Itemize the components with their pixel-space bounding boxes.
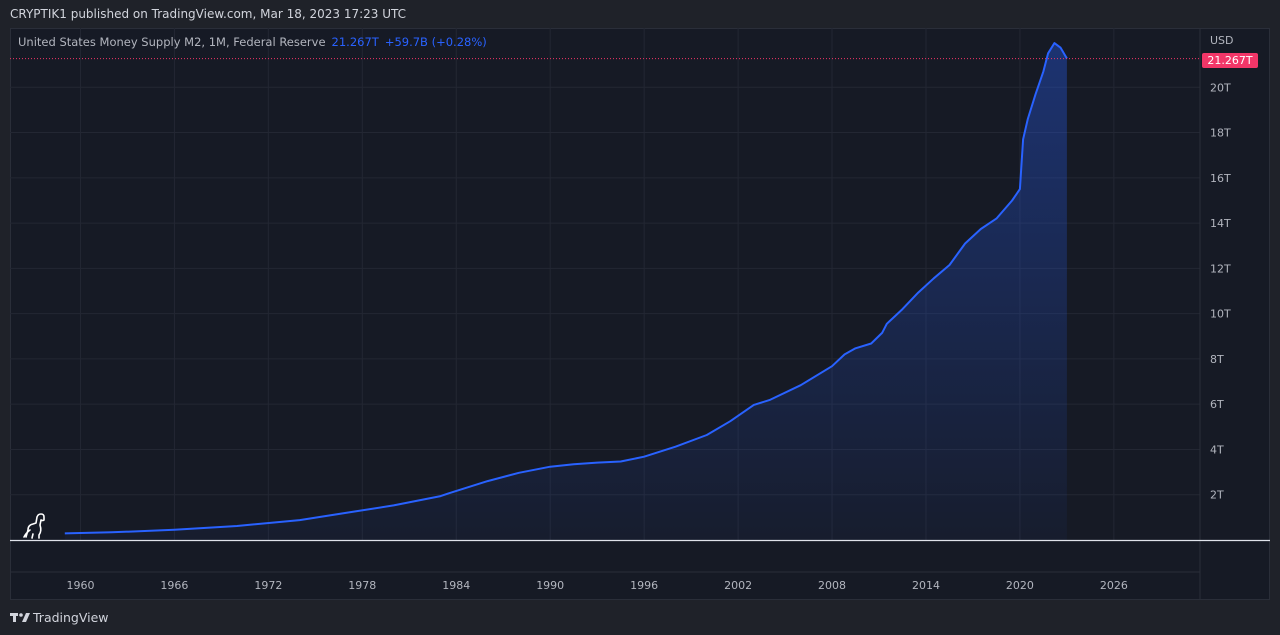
series-area-layer: [64, 42, 1068, 540]
y-tick-label: 12T: [1210, 262, 1231, 275]
series-area-fill: [64, 43, 1067, 540]
x-tick-label: 2014: [912, 579, 940, 592]
y-tick-label: 4T: [1210, 443, 1224, 456]
y-tick-label: 2T: [1210, 489, 1224, 502]
series-line: [64, 42, 1068, 535]
chart-legend: United States Money Supply M2, 1M, Feder…: [18, 35, 487, 49]
tick-labels: 1960 1966 1972 1978 1984 1990 1996 2002 2008 2014…: [66, 81, 1231, 592]
x-tick-label: 2020: [1006, 579, 1034, 592]
dino-mascot-icon: [23, 513, 45, 539]
x-tick-label: 1978: [348, 579, 376, 592]
grid-lines: [10, 28, 1200, 540]
y-tick-label: 10T: [1210, 308, 1231, 321]
x-tick-label: 1990: [536, 579, 564, 592]
last-price-badge: 21.267T: [1202, 53, 1258, 68]
x-tick-label: 1972: [254, 579, 282, 592]
y-tick-label: 8T: [1210, 353, 1224, 366]
axes: [10, 28, 1270, 600]
y-tick-label: 20T: [1210, 81, 1231, 94]
tradingview-logo-icon: [10, 613, 30, 622]
legend-symbol: United States Money Supply M2, 1M, Feder…: [18, 35, 326, 49]
x-tick-label: 1966: [160, 579, 188, 592]
y-tick-label: 14T: [1210, 217, 1231, 230]
legend-value: 21.267T: [331, 35, 379, 49]
x-tick-label: 1960: [66, 579, 94, 592]
x-tick-label: 2002: [724, 579, 752, 592]
x-tick-label: 1984: [442, 579, 470, 592]
x-tick-label: 2026: [1100, 579, 1128, 592]
publish-info-bar: CRYPTIK1 published on TradingView.com, M…: [0, 0, 1280, 28]
footer-brand: TradingView: [33, 610, 109, 625]
y-tick-label: 18T: [1210, 127, 1231, 140]
chart-area[interactable]: 1960 1966 1972 1978 1984 1990 1996 2002 2008 2014…: [10, 28, 1270, 600]
y-tick-label: 6T: [1210, 398, 1224, 411]
currency-label: USD: [1210, 34, 1234, 47]
legend-change: +59.7B (+0.28%): [384, 35, 487, 49]
y-tick-label: 16T: [1210, 172, 1231, 185]
x-tick-label: 2008: [818, 579, 846, 592]
x-tick-label: 1996: [630, 579, 658, 592]
publisher-line: CRYPTIK1 published on TradingView.com, M…: [10, 7, 407, 21]
